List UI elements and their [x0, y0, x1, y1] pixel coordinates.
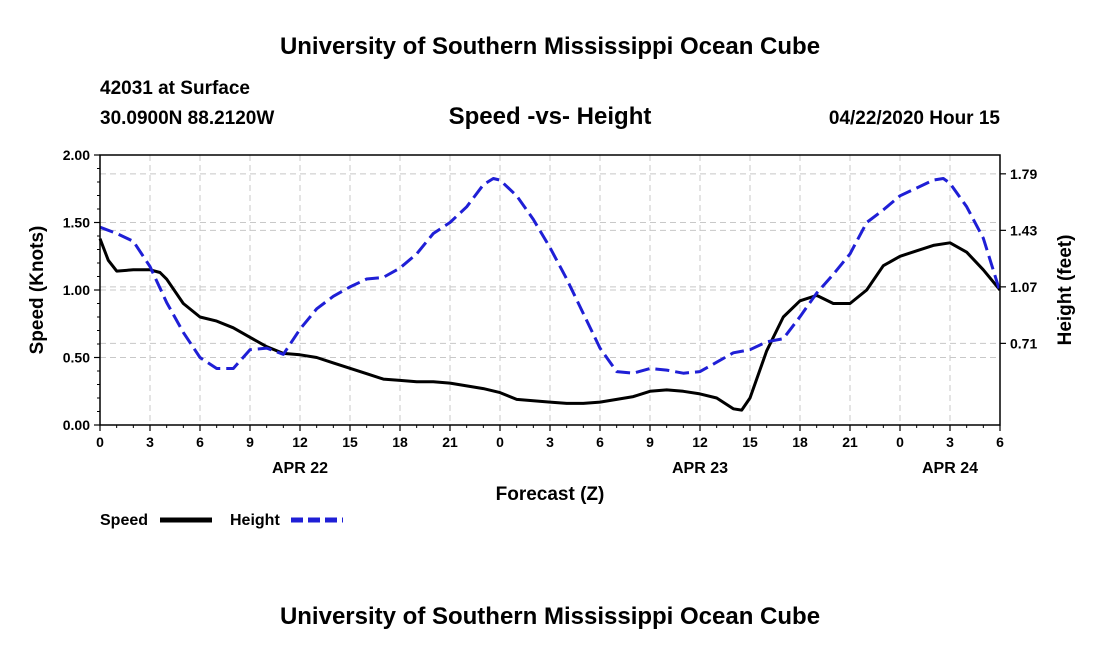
- x-tick-label: 0: [496, 434, 504, 450]
- x-tick-label: 3: [546, 434, 554, 450]
- x-tick-label: 6: [196, 434, 204, 450]
- date-label: APR 22: [272, 460, 328, 477]
- x-tick-label: 6: [596, 434, 604, 450]
- x-tick-label: 0: [896, 434, 904, 450]
- x-tick-label: 12: [292, 434, 308, 450]
- y-left-tick-label: 1.50: [63, 215, 90, 231]
- footer-title: University of Southern Mississippi Ocean…: [280, 603, 820, 630]
- x-tick-label: 9: [246, 434, 254, 450]
- x-tick-label: 15: [742, 434, 758, 450]
- legend: Speed Height: [100, 512, 343, 529]
- x-tick-label: 6: [996, 434, 1004, 450]
- x-axis-title: Forecast (Z): [496, 484, 605, 505]
- x-tick-label: 12: [692, 434, 708, 450]
- forecast-datetime: 04/22/2020 Hour 15: [829, 108, 1001, 129]
- date-label: APR 23: [672, 460, 728, 477]
- y-left-tick-label: 2.00: [63, 147, 90, 163]
- chart-title: Speed -vs- Height: [449, 103, 652, 130]
- series-line-height: [99, 177, 1002, 375]
- x-tick-label: 0: [96, 434, 104, 450]
- date-label: APR 24: [922, 460, 978, 477]
- x-tick-label: 18: [792, 434, 808, 450]
- legend-label-speed: Speed: [100, 512, 148, 529]
- y-axis-right-title: Height (feet): [1055, 235, 1076, 346]
- x-tick-label: 18: [392, 434, 408, 450]
- axes: 0 3 6 9 12 15 18 21 0 3 6 9 12 15 18 21 0 3 6 APR 22 APR 23 A…: [63, 147, 1038, 477]
- series-line-speed: [98, 238, 1002, 412]
- x-tick-label: 15: [342, 434, 358, 450]
- y-right-tick-label: 0.71: [1010, 335, 1037, 351]
- y-right-tick-label: 1.07: [1010, 279, 1037, 295]
- page-title: University of Southern Mississippi Ocean…: [280, 33, 820, 60]
- x-tick-label: 21: [442, 434, 458, 450]
- y-right-tick-label: 1.43: [1010, 222, 1037, 238]
- station-label: 42031 at Surface: [100, 78, 250, 99]
- y-left-tick-label: 0.00: [63, 417, 90, 433]
- y-left-tick-label: 0.50: [63, 350, 90, 366]
- station-coords: 30.0900N 88.2120W: [100, 108, 274, 129]
- y-right-tick-label: 1.79: [1010, 166, 1037, 182]
- legend-label-height: Height: [230, 512, 280, 529]
- x-tick-label: 3: [146, 434, 154, 450]
- grid: [100, 155, 1000, 425]
- x-tick-label: 9: [646, 434, 654, 450]
- y-left-tick-label: 1.00: [63, 282, 90, 298]
- x-tick-label: 21: [842, 434, 858, 450]
- y-axis-left-title: Speed (Knots): [27, 226, 48, 355]
- series-group: [98, 177, 1002, 412]
- x-tick-label: 3: [946, 434, 954, 450]
